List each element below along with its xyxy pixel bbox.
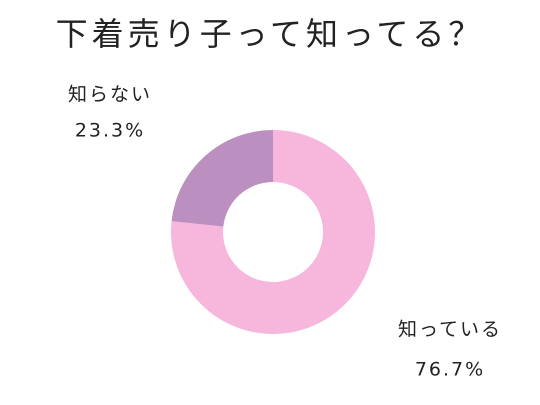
donut-slice <box>171 130 273 227</box>
slice-value-label: 23.3% <box>75 120 145 142</box>
chart-title: 下着売り子って知ってる？ <box>56 15 485 53</box>
donut-slice <box>170 130 375 334</box>
slice-label: 知らない <box>68 84 152 106</box>
slice-label: 知っている <box>398 319 502 341</box>
slice-value-label: 76.7% <box>415 359 485 381</box>
